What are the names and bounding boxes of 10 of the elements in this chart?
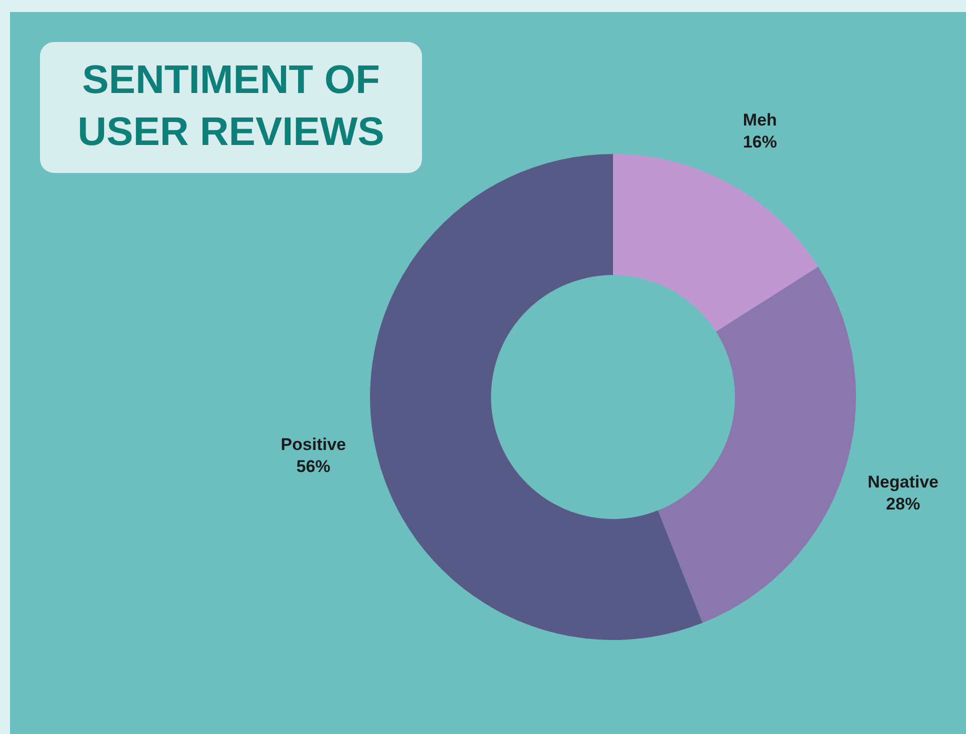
data-label: 56% [296, 457, 330, 476]
data-label: 28% [886, 494, 920, 514]
slice-label: Meh [742, 110, 777, 130]
donut-slice [370, 154, 702, 640]
donut-slice [613, 154, 818, 332]
chart-title: SENTIMENT OF USER REVIEWS [40, 42, 422, 173]
slice-label: Positive [280, 435, 346, 454]
slice-label: Negative [868, 472, 939, 492]
data-label: 16% [742, 132, 777, 152]
donut-slice [658, 266, 856, 623]
